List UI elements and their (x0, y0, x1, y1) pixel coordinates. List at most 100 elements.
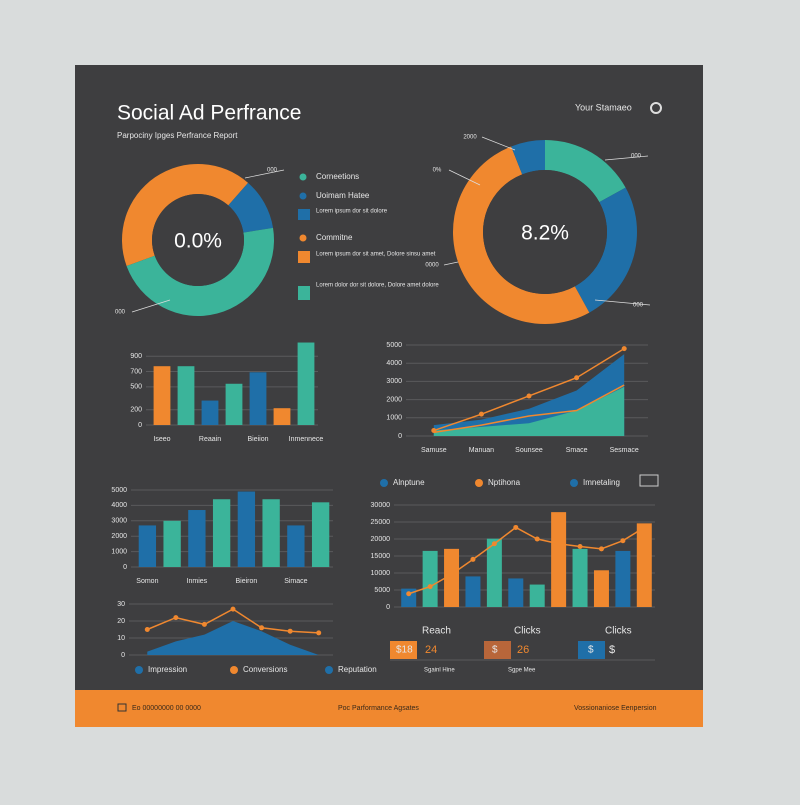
x-tick-label: Bieiion (247, 436, 268, 443)
y-tick-label: 0 (398, 433, 402, 440)
kpi-label: Clicks (605, 626, 632, 637)
marker (621, 346, 627, 352)
area (147, 621, 319, 655)
x-tick-label: Inmies (187, 578, 208, 585)
marker (449, 571, 455, 577)
marker (556, 541, 562, 547)
panel-label: Lorem ipsum dor sit amet, Dolore sinsu a… (316, 252, 436, 258)
x-tick-label: Samuse (421, 447, 447, 454)
panel-label: Uoimam Hatee (316, 191, 370, 200)
y-tick-label: 1000 (111, 548, 127, 555)
leader-line (481, 136, 516, 151)
kpi-value: 26 (517, 644, 529, 656)
x-tick-label: Manuan (469, 447, 494, 454)
bar (262, 499, 280, 567)
y-tick-label: 1000 (386, 415, 402, 422)
search-icon[interactable] (650, 102, 662, 114)
bar (311, 502, 330, 567)
bar (529, 584, 545, 607)
annotation: 0% (433, 168, 442, 174)
bar (153, 366, 171, 425)
center-label: 0.0% (174, 230, 222, 253)
legend-dot (475, 479, 483, 487)
y-tick-label: 3000 (111, 518, 127, 525)
legend-dot (325, 666, 333, 674)
pie-slice (126, 227, 275, 317)
legend-label: Impression (148, 665, 187, 674)
y-tick-label: 2000 (386, 396, 402, 403)
legend-label: Alnptune (393, 478, 425, 487)
legend-label: Imnetaling (583, 478, 620, 487)
x-tick-label: Bieiron (235, 578, 257, 585)
y-tick-label: 5000 (111, 487, 127, 494)
y-tick-label: 5000 (386, 342, 402, 349)
annotation: 000 (631, 154, 642, 160)
y-tick-label: 4000 (386, 360, 402, 367)
legend-label: Nptihona (488, 478, 521, 487)
x-tick-label: Reaain (199, 436, 221, 443)
kpi-badge-text: $18 (396, 645, 413, 656)
more-button[interactable] (639, 474, 659, 487)
bar (572, 548, 588, 607)
marker (534, 536, 540, 542)
x-tick-label: Sesmace (610, 447, 639, 454)
kpi-value: 24 (425, 644, 437, 656)
bar (201, 400, 219, 425)
y-tick-label: 3000 (386, 378, 402, 385)
marker (173, 615, 179, 621)
kpi-badge (390, 641, 417, 659)
y-tick-label: 5000 (374, 587, 390, 594)
panel-label: Lorem dolor dor sit dolore, Dolore amet … (316, 283, 439, 289)
kpi-value: $ (609, 644, 615, 656)
y-tick-label: 0 (121, 652, 125, 659)
marker (201, 621, 207, 627)
bar (273, 408, 291, 425)
footer: Eo 00000000 00 0000 Poc Parformance Agsa… (117, 703, 657, 712)
area (433, 386, 625, 436)
panel-label: Commitne (316, 233, 353, 242)
kpis: Reach $18 24 Sgainl Hine Clicks $ 26 Sgp… (390, 626, 655, 674)
y-tick-label: 900 (130, 353, 142, 360)
leader-line (244, 169, 285, 179)
bar (465, 576, 481, 607)
pie-hole (483, 170, 607, 294)
legend-dot (230, 666, 238, 674)
bar (593, 570, 609, 607)
y-tick-label: 20 (117, 618, 125, 625)
marker (526, 393, 532, 399)
bar (551, 512, 567, 607)
pie-hole (152, 194, 244, 286)
marker (620, 538, 626, 544)
legend-dot (299, 192, 307, 200)
y-tick-label: 0 (123, 564, 127, 571)
line (433, 384, 625, 434)
marker (259, 625, 265, 631)
bar (225, 383, 243, 425)
y-tick-label: 500 (130, 384, 142, 391)
y-tick-label: 15000 (371, 553, 391, 560)
marker (478, 411, 484, 417)
y-tick-label: 30 (117, 601, 125, 608)
leader-line (443, 261, 459, 266)
bar (163, 520, 181, 567)
marker (287, 628, 293, 634)
marker (316, 630, 322, 636)
x-tick-label: Smace (566, 447, 588, 454)
kpi-label: Reach (422, 626, 451, 637)
marker (230, 606, 236, 612)
kpi-badge (484, 641, 511, 659)
y-tick-label: 0 (138, 422, 142, 429)
pie-slice (121, 164, 249, 266)
bar (444, 548, 460, 607)
bar (636, 523, 652, 607)
y-tick-label: 10 (117, 635, 125, 642)
line (408, 526, 645, 595)
pie-slice (574, 187, 637, 313)
y-tick-label: 25000 (371, 519, 391, 526)
annotation: 000 (633, 303, 644, 309)
leader-line (131, 299, 171, 313)
leader-line (604, 155, 649, 161)
bar (297, 342, 315, 425)
footer-text: Poc Parformance Agsates (338, 705, 419, 712)
